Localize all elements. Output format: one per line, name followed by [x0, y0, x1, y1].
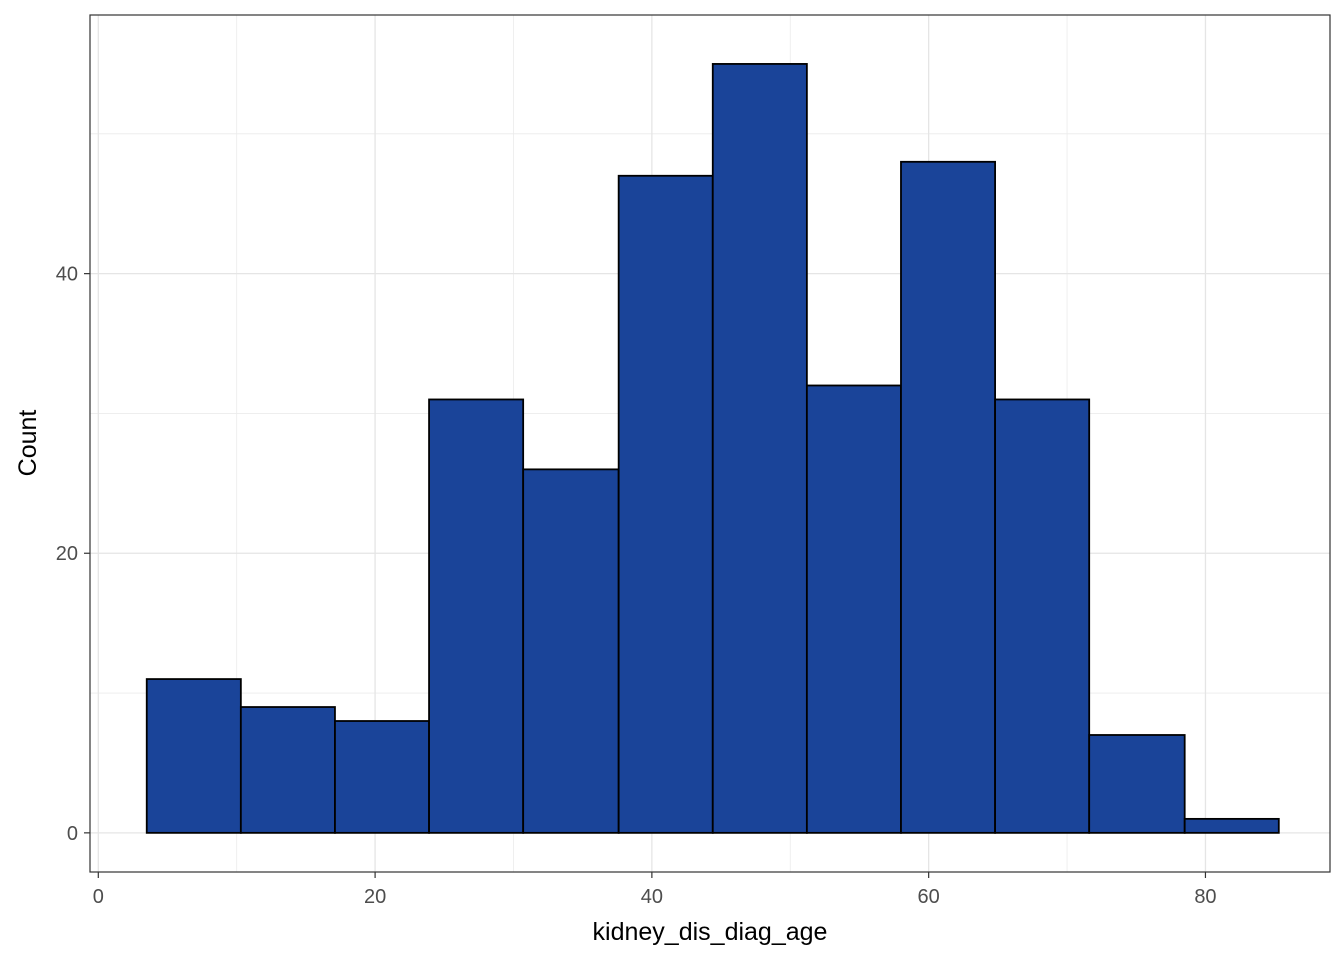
x-axis-title: kidney_dis_diag_age [593, 918, 828, 946]
histogram-bar [994, 398, 1091, 834]
y-tick-label: 40 [56, 264, 78, 286]
y-axis-title: Count [14, 410, 42, 477]
histogram-bar [900, 160, 996, 834]
histogram-bar [428, 398, 525, 834]
histogram-bar [334, 720, 430, 834]
x-tick-label: 0 [93, 886, 104, 908]
x-axis: 0 20 40 60 80 [93, 872, 1217, 908]
x-tick-label: 40 [641, 886, 663, 908]
y-tick-label: 20 [56, 543, 78, 565]
histogram-bar [1183, 817, 1280, 834]
histogram-bar [711, 63, 808, 834]
histogram-bar [145, 678, 242, 834]
histogram-bar [805, 384, 902, 834]
histogram-bar [1088, 734, 1186, 834]
histogram-bar [617, 174, 714, 834]
x-tick-label: 60 [918, 886, 940, 908]
histogram-bar [522, 468, 620, 834]
y-axis: 0 20 40 [56, 264, 90, 845]
histogram-bar [239, 706, 336, 834]
histogram-bars [145, 63, 1280, 834]
x-tick-label: 80 [1194, 886, 1216, 908]
plot-panel-border [89, 14, 1331, 873]
y-tick-label: 0 [67, 823, 78, 845]
x-tick-label: 20 [364, 886, 386, 908]
